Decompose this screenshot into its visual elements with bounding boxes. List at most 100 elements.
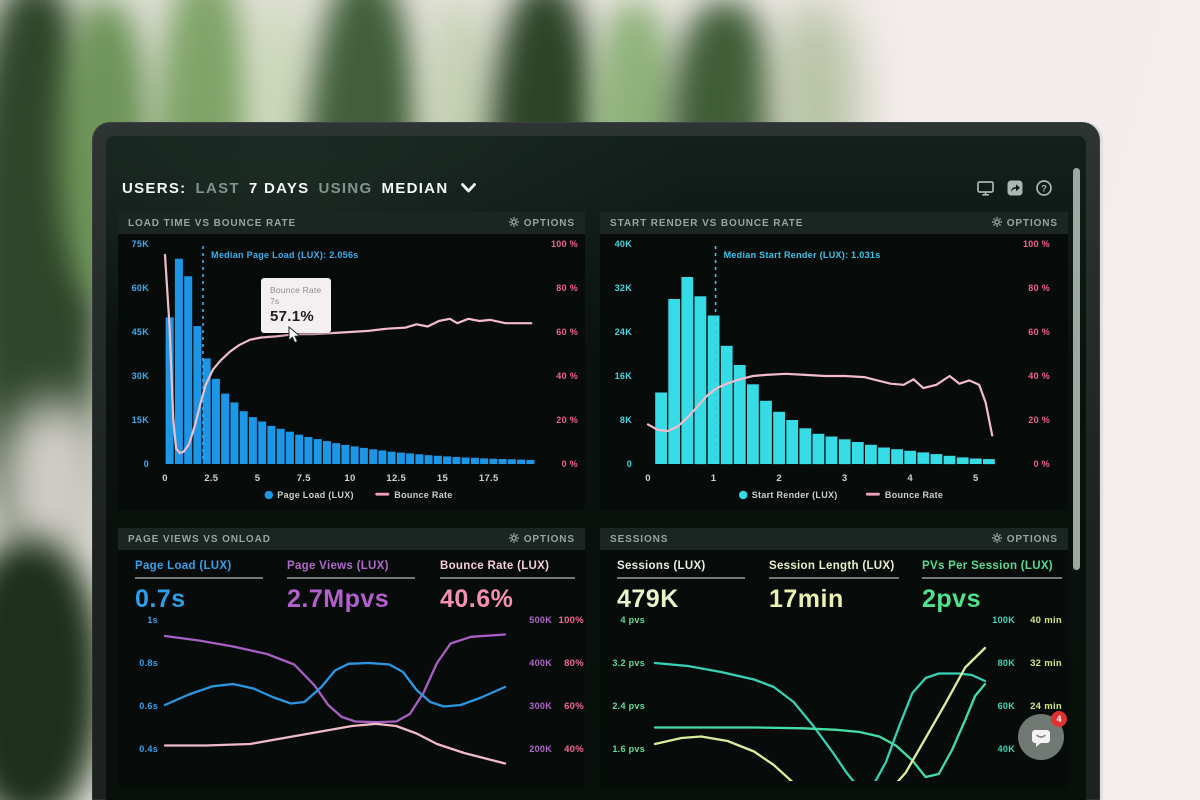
svg-text:0: 0 <box>162 473 168 484</box>
header-part: USING <box>318 179 373 197</box>
svg-text:16K: 16K <box>615 371 633 381</box>
svg-text:60K: 60K <box>132 283 150 293</box>
svg-text:40K: 40K <box>998 744 1016 754</box>
start-render-histogram-chart[interactable]: 0 8K 16K 24K 32K 40K 0 % 20 % 40 % 60 % 80 % 100 % M… <box>600 234 1068 510</box>
load-time-histogram-chart[interactable]: 0 15K 30K 45K 60K 75K 0 % 20 % 40 % 60 % 80 % 100 %… <box>118 234 585 510</box>
metric-sessions: Sessions (LUX) 479K <box>617 560 769 613</box>
svg-text:24 min: 24 min <box>1030 701 1062 712</box>
svg-text:15: 15 <box>437 473 449 484</box>
svg-text:75K: 75K <box>132 239 150 249</box>
svg-text:2.4 pvs: 2.4 pvs <box>612 701 645 711</box>
options-button[interactable]: OPTIONS <box>991 216 1058 230</box>
metric-value: 2pvs <box>922 585 981 613</box>
svg-text:4 pvs: 4 pvs <box>620 615 645 625</box>
dashboard-screen: USERS: LAST 7 DAYS USING MEDIAN <box>106 136 1086 800</box>
svg-text:1: 1 <box>711 473 717 484</box>
display-icon[interactable] <box>977 180 994 196</box>
metric-label: Bounce Rate (LUX) <box>440 560 550 572</box>
options-label: OPTIONS <box>523 533 575 545</box>
options-label: OPTIONS <box>1006 217 1058 229</box>
metric-value: 2.7Mpvs <box>287 585 390 613</box>
svg-text:12.5: 12.5 <box>386 473 406 484</box>
svg-text:Start Render (LUX): Start Render (LUX) <box>752 490 838 500</box>
svg-text:3: 3 <box>842 473 848 484</box>
tooltip-subtitle: 7s <box>270 296 280 306</box>
metric-label: Page Views (LUX) <box>287 560 389 572</box>
metric-page-views: Page Views (LUX) 2.7Mpvs <box>287 560 440 613</box>
svg-text:500K: 500K <box>529 615 552 625</box>
svg-text:60K: 60K <box>998 701 1016 711</box>
panel-title: SESSIONS <box>610 533 669 545</box>
svg-text:100 %: 100 % <box>1023 239 1050 249</box>
panel-load-time-vs-bounce-rate: LOAD TIME VS BOUNCE RATE OPTIONS 0 15K 30K… <box>118 212 585 510</box>
mouse-cursor-icon <box>288 326 302 344</box>
svg-text:0: 0 <box>645 473 651 484</box>
svg-text:15K: 15K <box>132 415 150 425</box>
svg-text:20 %: 20 % <box>556 415 578 425</box>
svg-text:1s: 1s <box>147 615 158 625</box>
header-part: LAST <box>195 179 240 197</box>
options-label: OPTIONS <box>523 217 575 229</box>
sessions-line-chart[interactable]: 4 pvs 3.2 pvs 2.4 pvs 1.6 pvs 100K 80K 60K 40K 4… <box>600 608 1068 800</box>
svg-text:0.4s: 0.4s <box>139 744 158 754</box>
svg-text:10: 10 <box>344 473 355 484</box>
page-views-line-chart[interactable]: 1s 0.8s 0.6s 0.4s 500K 400K 300K 200K 100% 80% 60%… <box>118 608 585 781</box>
svg-text:20 %: 20 % <box>1028 415 1050 425</box>
svg-text:45K: 45K <box>132 327 150 337</box>
svg-text:Bounce Rate: Bounce Rate <box>885 490 943 500</box>
metric-label: Sessions (LUX) <box>617 560 706 572</box>
share-icon[interactable] <box>1007 180 1023 196</box>
gear-icon <box>508 532 519 546</box>
svg-text:300K: 300K <box>529 701 552 711</box>
svg-text:32 min: 32 min <box>1030 658 1062 669</box>
svg-text:30K: 30K <box>132 371 150 381</box>
svg-text:Bounce Rate: Bounce Rate <box>394 490 452 500</box>
help-icon[interactable]: ? <box>1036 180 1052 196</box>
header-part: MEDIAN <box>381 179 449 197</box>
gear-icon <box>991 532 1002 546</box>
chat-bubble-icon <box>1032 729 1050 747</box>
svg-text:2.5: 2.5 <box>204 473 219 484</box>
metric-label: PVs Per Session (LUX) <box>922 560 1053 572</box>
svg-text:Median Page Load (LUX): 2.056s: Median Page Load (LUX): 2.056s <box>211 250 359 260</box>
header-part: 7 DAYS <box>248 179 310 197</box>
svg-text:80 %: 80 % <box>556 283 578 293</box>
metric-page-load: Page Load (LUX) 0.7s <box>135 560 287 613</box>
options-button[interactable]: OPTIONS <box>508 216 575 230</box>
tooltip-title: Bounce Rate <box>270 285 322 295</box>
options-button[interactable]: OPTIONS <box>508 532 575 546</box>
gear-icon <box>991 216 1002 230</box>
svg-text:80 %: 80 % <box>1028 283 1050 293</box>
metric-row: Sessions (LUX) 479K Session Length (LUX)… <box>600 550 1068 613</box>
chart-tooltip: Bounce Rate 7s 57.1% <box>261 278 332 333</box>
metric-value: 40.6% <box>440 585 514 613</box>
metric-value: 0.7s <box>135 585 186 613</box>
svg-text:80%: 80% <box>564 658 584 669</box>
svg-text:40 %: 40 % <box>556 371 578 381</box>
svg-text:0.8s: 0.8s <box>139 658 158 668</box>
chat-widget-button[interactable]: 4 <box>1018 711 1067 760</box>
tooltip-value: 57.1% <box>270 308 315 325</box>
svg-text:60 %: 60 % <box>556 327 578 337</box>
metric-label: Session Length (LUX) <box>769 560 895 572</box>
header-part: USERS: <box>122 179 187 197</box>
notification-badge: 4 <box>1051 711 1067 727</box>
svg-text:1.6 pvs: 1.6 pvs <box>612 744 645 754</box>
panel-start-render-vs-bounce-rate: START RENDER VS BOUNCE RATE OPTIONS 0 8K 1… <box>600 212 1068 510</box>
svg-text:17.5: 17.5 <box>479 473 499 484</box>
svg-text:40 min: 40 min <box>1030 615 1062 626</box>
svg-text:40%: 40% <box>564 744 584 755</box>
svg-text:100K: 100K <box>992 615 1015 625</box>
options-button[interactable]: OPTIONS <box>991 532 1058 546</box>
metric-value: 17min <box>769 585 844 613</box>
users-range-dropdown[interactable]: USERS: LAST 7 DAYS USING MEDIAN <box>122 179 477 197</box>
svg-text:Median Start Render (LUX): 1.0: Median Start Render (LUX): 1.031s <box>724 250 881 260</box>
svg-text:60%: 60% <box>564 701 584 712</box>
scrollbar-thumb[interactable] <box>1073 168 1080 570</box>
svg-text:5: 5 <box>973 473 979 484</box>
svg-text:3.2 pvs: 3.2 pvs <box>612 658 645 668</box>
svg-text:4: 4 <box>907 473 913 484</box>
panel-title: LOAD TIME VS BOUNCE RATE <box>128 217 297 229</box>
plant-leaf <box>0 540 100 800</box>
svg-text:24K: 24K <box>615 327 633 337</box>
